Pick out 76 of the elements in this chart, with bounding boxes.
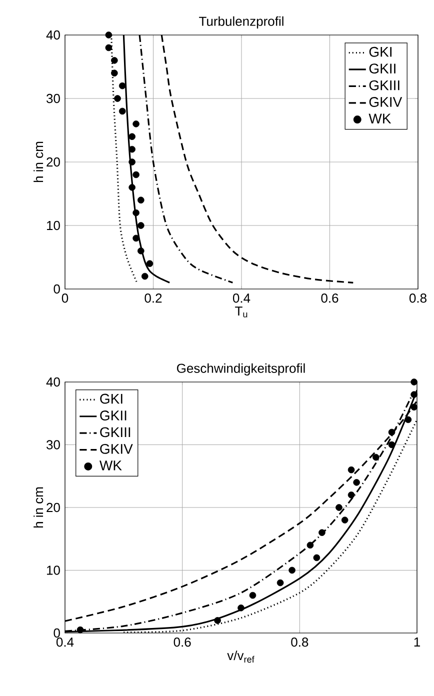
point xyxy=(141,272,148,280)
point xyxy=(128,133,136,140)
x-tick-label: 0.8 xyxy=(409,294,426,303)
point xyxy=(348,466,355,474)
y-tick-label: 20 xyxy=(46,157,60,167)
point xyxy=(128,146,136,153)
y-tick-label: 10 xyxy=(46,566,60,575)
point xyxy=(118,82,126,90)
y-tick-label: 0 xyxy=(54,628,60,638)
x-tick-label: 0.4 xyxy=(56,638,74,647)
legend-label: GKIV xyxy=(369,97,402,107)
point xyxy=(404,416,412,424)
point xyxy=(111,56,118,64)
y-axis-title: h in cm xyxy=(34,142,44,182)
point xyxy=(336,504,342,511)
y-tick-label: 20 xyxy=(46,502,60,512)
legend-label: GKIV xyxy=(100,444,133,454)
point xyxy=(372,454,380,461)
point xyxy=(410,378,418,386)
point xyxy=(388,428,396,436)
point xyxy=(132,120,140,128)
chart-title: Turbulenzprofil xyxy=(199,16,284,28)
point xyxy=(128,158,136,166)
y-tick-label: 40 xyxy=(46,30,60,40)
legend-label: GKII xyxy=(100,410,126,420)
point xyxy=(388,441,396,448)
point xyxy=(105,32,112,38)
point xyxy=(276,579,284,586)
point xyxy=(410,391,418,398)
point xyxy=(288,566,296,574)
point xyxy=(128,184,136,191)
x-tick-label: 0.6 xyxy=(321,294,338,303)
chart-title: Geschwindigkeitsprofil xyxy=(176,363,305,376)
point xyxy=(214,617,221,624)
point xyxy=(105,44,112,52)
legend-label: GKI xyxy=(100,394,122,404)
point xyxy=(137,247,144,254)
point xyxy=(238,604,244,612)
x-tick-label: 0.8 xyxy=(291,638,308,647)
x-tick-label: 0.2 xyxy=(144,294,162,303)
point xyxy=(318,529,326,536)
legend-label: GKI xyxy=(369,46,392,57)
y-tick-label: 0 xyxy=(54,284,60,294)
x-tick-label: 0.4 xyxy=(232,294,250,303)
y-axis-title: h in cm xyxy=(34,487,44,528)
point xyxy=(353,479,360,486)
x-axis-title: T$_{u}$ xyxy=(235,306,248,318)
x-axis-title: v/v$_{ref}$ xyxy=(227,650,254,663)
legend-label: GKII xyxy=(369,64,396,74)
point xyxy=(137,196,144,204)
point xyxy=(410,404,418,410)
point xyxy=(313,554,320,562)
point xyxy=(249,592,256,599)
point xyxy=(146,260,154,267)
x-tick-label: 1 xyxy=(414,638,420,646)
point xyxy=(132,234,140,242)
legend-label: WK xyxy=(368,114,392,124)
point xyxy=(341,516,348,524)
x-tick-label: 0.6 xyxy=(174,638,191,647)
point xyxy=(111,70,118,76)
point xyxy=(137,222,144,229)
y-tick-label: 30 xyxy=(46,440,60,450)
y-tick-label: 40 xyxy=(46,377,60,387)
point xyxy=(114,95,121,102)
y-tick-label: 30 xyxy=(46,94,60,104)
point xyxy=(118,108,126,115)
legend-label: GKIII xyxy=(369,80,400,90)
point xyxy=(76,626,84,634)
point xyxy=(132,209,140,216)
y-tick-label: 10 xyxy=(46,220,60,230)
legend-label: WK xyxy=(100,460,122,470)
point xyxy=(132,171,140,178)
point xyxy=(348,492,355,498)
x-tick-label: 0 xyxy=(62,294,68,303)
point xyxy=(306,542,314,549)
legend-label: GKIII xyxy=(100,427,130,438)
